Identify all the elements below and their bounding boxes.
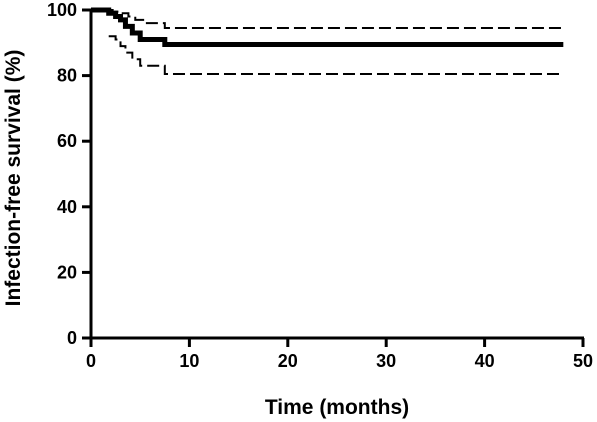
y-tick-label-60: 60 (57, 131, 77, 151)
x-tick-label-40: 40 (475, 351, 495, 371)
x-tick-label-0: 0 (86, 351, 96, 371)
axes (89, 9, 584, 340)
x-axis-title: Time (months) (265, 396, 409, 419)
series-layer (91, 7, 564, 75)
y-tick-label-0: 0 (67, 328, 77, 348)
x-tick-label-30: 30 (376, 351, 396, 371)
y-tick-label-40: 40 (57, 197, 77, 217)
y-tick-label-80: 80 (57, 66, 77, 86)
survival-estimate-line (91, 7, 564, 47)
y-tick-label-100: 100 (47, 0, 77, 20)
x-tick-label-50: 50 (573, 351, 593, 371)
x-tick-label-20: 20 (278, 351, 298, 371)
upper-confidence-line (91, 9, 564, 30)
y-ticks: 0 20 40 60 80 100 (47, 0, 91, 348)
y-tick-label-20: 20 (57, 262, 77, 282)
x-tick-label-10: 10 (179, 351, 199, 371)
x-ticks: 0 10 20 30 40 50 (86, 338, 593, 371)
lower-confidence-line (108, 35, 564, 75)
y-axis-title: Infection-free survival (%) (2, 50, 25, 307)
